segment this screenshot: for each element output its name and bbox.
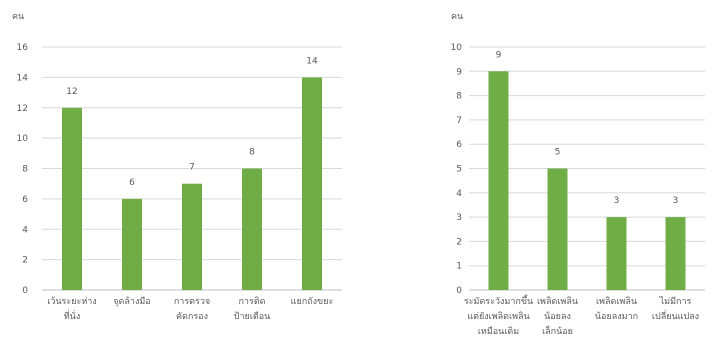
- data-label: 7: [189, 163, 195, 173]
- y-tick-label: 10: [451, 43, 463, 53]
- y-tick-label: 14: [17, 73, 29, 83]
- chart-people-by-measure: คน 0 2 4 6 8 10 12 14 16 12 เว้นระยะห่างที่นั่ง 6 จุด…: [12, 12, 342, 322]
- y-tick-label: 4: [456, 189, 462, 199]
- category-label: แยกถังขยะ: [291, 297, 334, 307]
- bar: [488, 71, 509, 290]
- y-axis-label: คน: [12, 12, 24, 22]
- y-tick-label: 16: [17, 43, 29, 53]
- y-tick-label: 2: [456, 237, 462, 247]
- bar: [242, 168, 262, 290]
- bar: [182, 183, 202, 290]
- bar: [62, 107, 82, 290]
- bar: [122, 198, 142, 290]
- category-label: เพลิดเพลินน้อยลงมาก: [595, 296, 638, 322]
- y-tick-label: 8: [456, 92, 462, 102]
- y-tick-label: 9: [456, 67, 462, 77]
- y-tick-label: 10: [17, 134, 29, 144]
- y-tick-label: 0: [22, 286, 28, 296]
- category-label: การติดป้ายเตือน: [234, 296, 271, 322]
- y-tick-label: 3: [456, 213, 462, 223]
- y-tick-label: 5: [456, 165, 462, 175]
- data-label: 3: [673, 196, 679, 206]
- y-tick-label: 7: [456, 116, 462, 126]
- y-tick-label: 0: [456, 286, 462, 296]
- category-label: เพลิดเพลินน้อยลงเล็กน้อย: [537, 296, 578, 337]
- y-tick-label: 6: [456, 140, 462, 150]
- data-label: 8: [249, 148, 255, 158]
- category-label: จุดล้างมือ: [113, 296, 150, 307]
- data-label: 14: [306, 56, 318, 66]
- y-tick-label: 4: [22, 225, 28, 235]
- category-label: เว้นระยะห่างที่นั่ง: [47, 296, 96, 322]
- y-tick-label: 1: [456, 262, 462, 272]
- bar: [606, 217, 627, 290]
- y-axis-label: คน: [451, 12, 463, 22]
- bar: [665, 217, 686, 290]
- chart-people-by-enjoyment: คน 0 1 2 3 4 5 6 7 8 9 10 9 ระมัดระวังมากขึ้นแต่ยังเพ…: [451, 12, 705, 337]
- data-label: 5: [555, 148, 561, 158]
- category-label: ระมัดระวังมากขึ้นแต่ยังเพลิดเพลินเหมือนเ…: [464, 294, 533, 337]
- data-label: 3: [614, 196, 620, 206]
- category-label: ไม่มีการเปลี่ยนแปลง: [652, 296, 699, 322]
- bar: [302, 77, 322, 290]
- category-label: การตรวจคัดกรอง: [174, 297, 210, 322]
- bar: [547, 168, 568, 290]
- y-tick-label: 12: [17, 104, 28, 114]
- data-label: 12: [66, 87, 77, 97]
- data-label: 9: [496, 50, 502, 60]
- y-tick-label: 6: [22, 195, 28, 205]
- y-tick-label: 8: [22, 165, 28, 175]
- y-tick-label: 2: [22, 256, 28, 266]
- data-label: 6: [129, 178, 135, 188]
